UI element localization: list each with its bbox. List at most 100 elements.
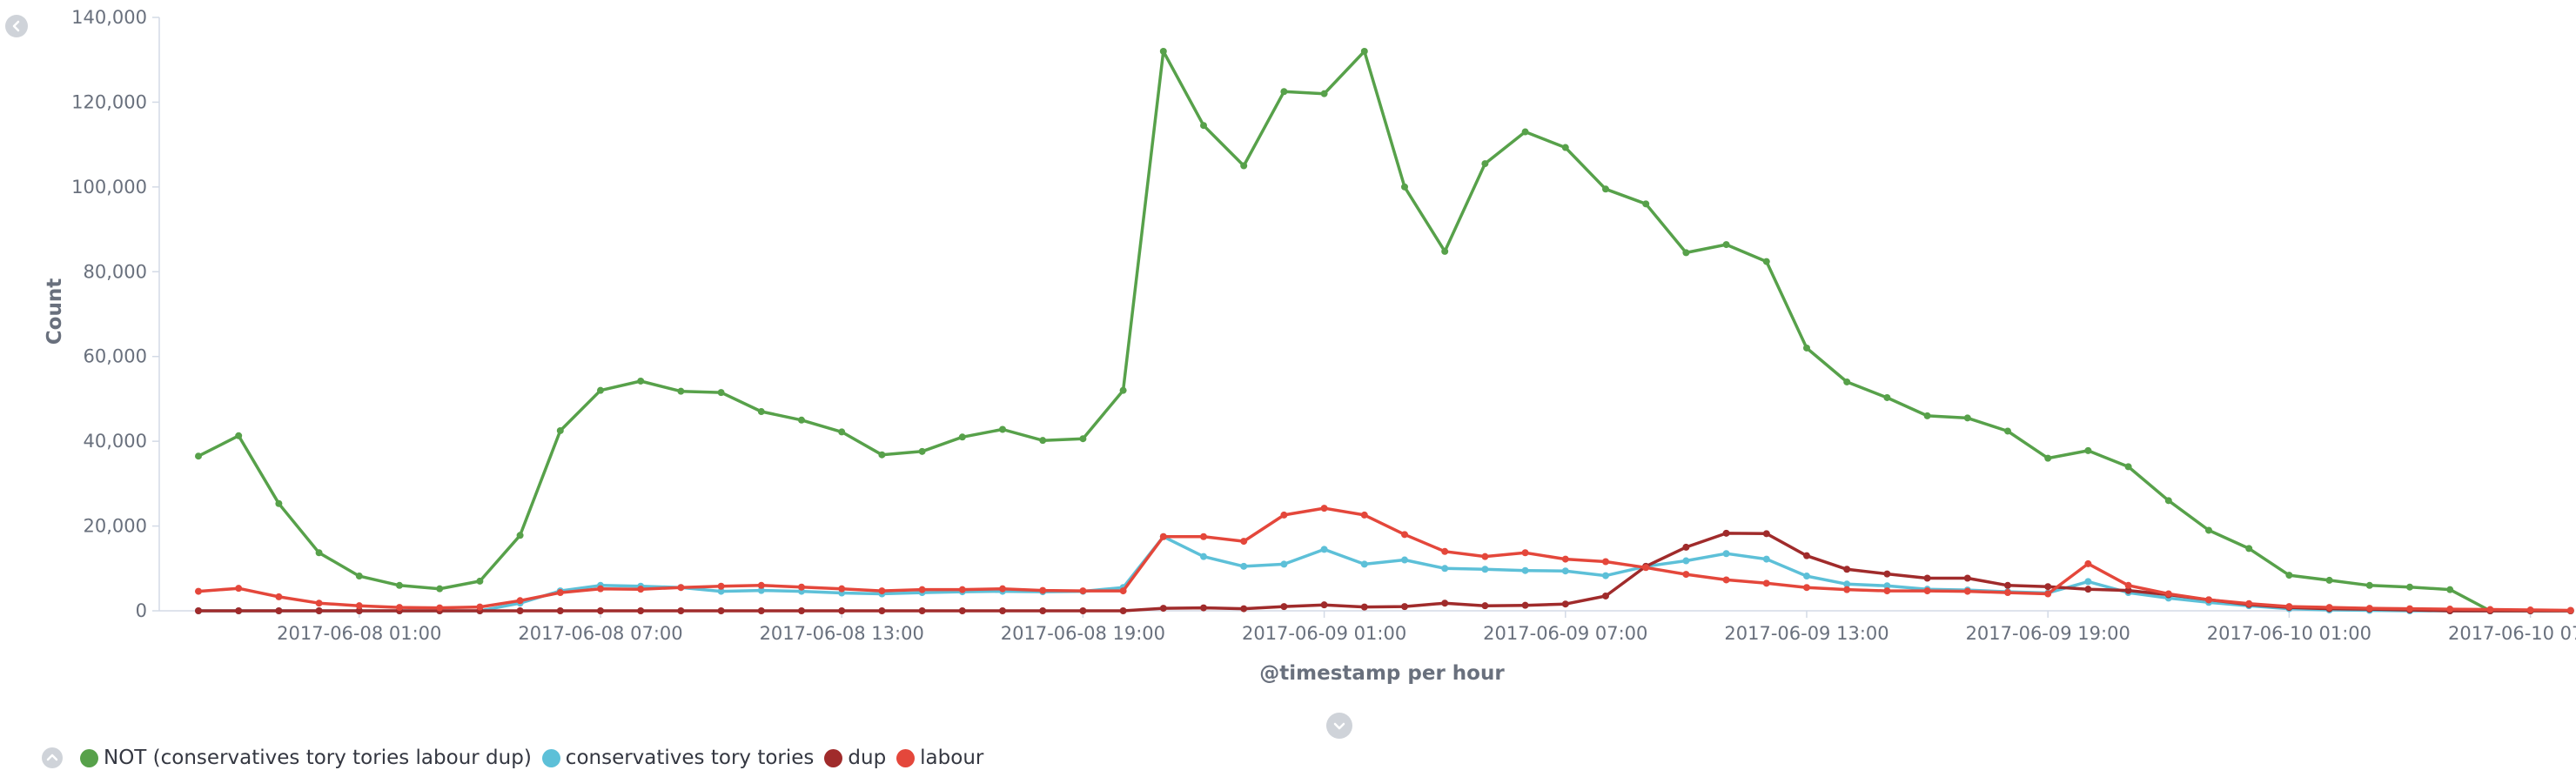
data-point[interactable] [1200, 553, 1207, 560]
data-point[interactable] [2164, 590, 2172, 598]
data-point[interactable] [918, 447, 926, 455]
data-point[interactable] [1159, 605, 1167, 613]
data-point[interactable] [1320, 90, 1328, 97]
data-point[interactable] [1803, 552, 1810, 559]
data-point[interactable] [878, 607, 886, 614]
data-point[interactable] [2245, 599, 2253, 607]
data-point[interactable] [878, 587, 886, 595]
data-point[interactable] [275, 607, 283, 614]
data-point[interactable] [1280, 560, 1288, 568]
data-point[interactable] [597, 585, 604, 593]
data-point[interactable] [1642, 200, 1650, 208]
data-point[interactable] [1843, 586, 1851, 593]
data-point[interactable] [1320, 546, 1328, 553]
data-point[interactable] [918, 586, 926, 593]
data-point[interactable] [717, 607, 725, 614]
data-point[interactable] [556, 589, 564, 597]
data-point[interactable] [1280, 603, 1288, 611]
data-point[interactable] [757, 581, 765, 589]
data-point[interactable] [1762, 579, 1770, 587]
data-point[interactable] [516, 607, 524, 614]
data-point[interactable] [878, 451, 886, 459]
data-point[interactable] [1240, 562, 1248, 570]
data-point[interactable] [1561, 144, 1569, 151]
data-point[interactable] [2044, 454, 2052, 462]
data-point[interactable] [275, 499, 283, 507]
data-point[interactable] [1441, 547, 1449, 555]
data-point[interactable] [2124, 581, 2132, 589]
data-point[interactable] [1803, 344, 1810, 352]
data-point[interactable] [2084, 446, 2092, 454]
data-point[interactable] [1963, 587, 1971, 595]
data-point[interactable] [2084, 586, 2092, 593]
data-point[interactable] [1923, 587, 1931, 595]
data-point[interactable] [315, 599, 323, 607]
data-point[interactable] [396, 604, 403, 612]
expand-axis-button[interactable] [1326, 713, 1352, 739]
data-point[interactable] [516, 532, 524, 539]
data-point[interactable] [2446, 586, 2454, 593]
data-point[interactable] [2526, 606, 2534, 614]
data-point[interactable] [958, 586, 966, 593]
data-point[interactable] [235, 585, 243, 593]
data-point[interactable] [1602, 185, 1609, 193]
data-point[interactable] [275, 593, 283, 600]
data-point[interactable] [2406, 583, 2413, 591]
data-point[interactable] [838, 607, 846, 614]
data-point[interactable] [235, 432, 243, 439]
data-point[interactable] [1481, 602, 1489, 610]
data-point[interactable] [1722, 529, 1730, 537]
data-point[interactable] [958, 433, 966, 441]
data-point[interactable] [1762, 530, 1770, 538]
legend-item-labour[interactable]: labour [896, 747, 983, 769]
data-point[interactable] [1200, 604, 1207, 612]
data-point[interactable] [1521, 566, 1529, 574]
data-point[interactable] [1280, 88, 1288, 96]
data-point[interactable] [1963, 574, 1971, 582]
data-point[interactable] [1963, 414, 1971, 422]
data-point[interactable] [1481, 160, 1489, 168]
data-point[interactable] [1923, 574, 1931, 582]
data-point[interactable] [798, 583, 805, 591]
data-point[interactable] [677, 607, 685, 614]
data-point[interactable] [2124, 586, 2132, 594]
data-point[interactable] [757, 408, 765, 416]
data-point[interactable] [757, 586, 765, 594]
data-point[interactable] [1360, 603, 1368, 611]
data-point[interactable] [2566, 606, 2574, 614]
data-point[interactable] [677, 387, 685, 395]
data-point[interactable] [1441, 247, 1449, 255]
data-point[interactable] [396, 581, 403, 589]
data-point[interactable] [798, 607, 805, 614]
data-point[interactable] [1401, 531, 1408, 539]
data-point[interactable] [1883, 570, 1891, 578]
data-point[interactable] [1401, 556, 1408, 564]
data-point[interactable] [798, 416, 805, 424]
data-point[interactable] [1682, 249, 1690, 257]
data-point[interactable] [235, 607, 243, 614]
data-point[interactable] [1079, 607, 1087, 614]
data-point[interactable] [1682, 557, 1690, 565]
data-point[interactable] [1320, 601, 1328, 609]
data-point[interactable] [1561, 567, 1569, 575]
data-point[interactable] [1401, 603, 1408, 611]
data-point[interactable] [315, 549, 323, 557]
data-point[interactable] [1561, 555, 1569, 563]
data-point[interactable] [1682, 543, 1690, 551]
data-point[interactable] [1883, 582, 1891, 590]
data-point[interactable] [1602, 592, 1609, 599]
data-point[interactable] [1401, 183, 1408, 191]
data-point[interactable] [1360, 560, 1368, 568]
data-point[interactable] [1200, 122, 1207, 130]
data-point[interactable] [717, 587, 725, 595]
data-point[interactable] [1843, 566, 1851, 573]
data-point[interactable] [2044, 590, 2052, 598]
data-point[interactable] [838, 585, 846, 593]
data-point[interactable] [1159, 533, 1167, 540]
data-point[interactable] [1280, 511, 1288, 519]
legend-item-dup[interactable]: dup [824, 747, 886, 769]
data-point[interactable] [1843, 378, 1851, 385]
collapse-sidebar-button[interactable] [5, 15, 28, 37]
data-point[interactable] [2285, 572, 2293, 579]
data-point[interactable] [999, 585, 1006, 593]
